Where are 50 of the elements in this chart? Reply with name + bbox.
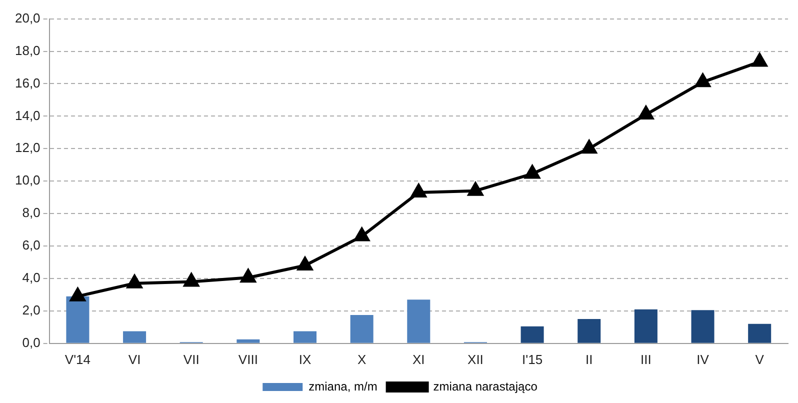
bar xyxy=(578,319,601,343)
point xyxy=(184,273,199,287)
point xyxy=(354,228,370,242)
point xyxy=(240,269,256,283)
bar xyxy=(66,296,90,343)
y-tick-label: 8,0 xyxy=(22,205,40,220)
x-tick-label: X xyxy=(357,352,366,367)
x-tick-label: II xyxy=(586,352,593,367)
x-tick-label: VIII xyxy=(238,352,258,367)
y-tick-label: 16,0 xyxy=(14,75,40,90)
point xyxy=(126,274,142,288)
x-tick-label: I'15 xyxy=(522,352,543,367)
point xyxy=(752,53,768,67)
y-tick-label: 18,0 xyxy=(14,42,40,58)
bar xyxy=(520,326,544,343)
bar xyxy=(350,315,374,343)
bar xyxy=(236,339,260,343)
x-tick-label: VII xyxy=(183,352,200,367)
y-tick-label: 14,0 xyxy=(14,108,40,123)
bar xyxy=(634,309,658,343)
bar xyxy=(123,331,146,343)
legend-label: zmiana, m/m xyxy=(308,379,378,394)
x-tick-label: VI xyxy=(128,352,141,367)
x-tick-label: XII xyxy=(468,352,484,367)
point xyxy=(524,165,540,179)
point xyxy=(638,106,654,120)
y-tick-label: 0,0 xyxy=(22,334,40,350)
bar xyxy=(294,331,317,343)
legend-label: zmiana narastająco xyxy=(433,379,538,394)
x-tick-label: IX xyxy=(298,352,312,367)
y-tick-label: 20,0 xyxy=(14,10,40,26)
x-tick-label: XI xyxy=(412,352,425,367)
y-tick-label: 12,0 xyxy=(14,140,40,156)
x-tick-label: V'14 xyxy=(64,352,91,367)
bar xyxy=(748,324,772,343)
x-tick-label: III xyxy=(640,352,652,367)
y-tick-label: 10,0 xyxy=(14,172,40,188)
point xyxy=(695,74,710,88)
bar xyxy=(407,300,430,343)
point xyxy=(582,140,597,154)
x-tick-label: V xyxy=(755,352,764,367)
point xyxy=(70,288,86,302)
x-tick-label: IV xyxy=(696,352,710,367)
y-tick-label: 6,0 xyxy=(22,238,40,253)
y-tick-label: 2,0 xyxy=(22,302,40,318)
bar xyxy=(691,310,714,343)
point xyxy=(297,256,313,270)
point xyxy=(468,182,484,196)
point xyxy=(411,184,426,198)
y-tick-label: 4,0 xyxy=(22,270,40,286)
